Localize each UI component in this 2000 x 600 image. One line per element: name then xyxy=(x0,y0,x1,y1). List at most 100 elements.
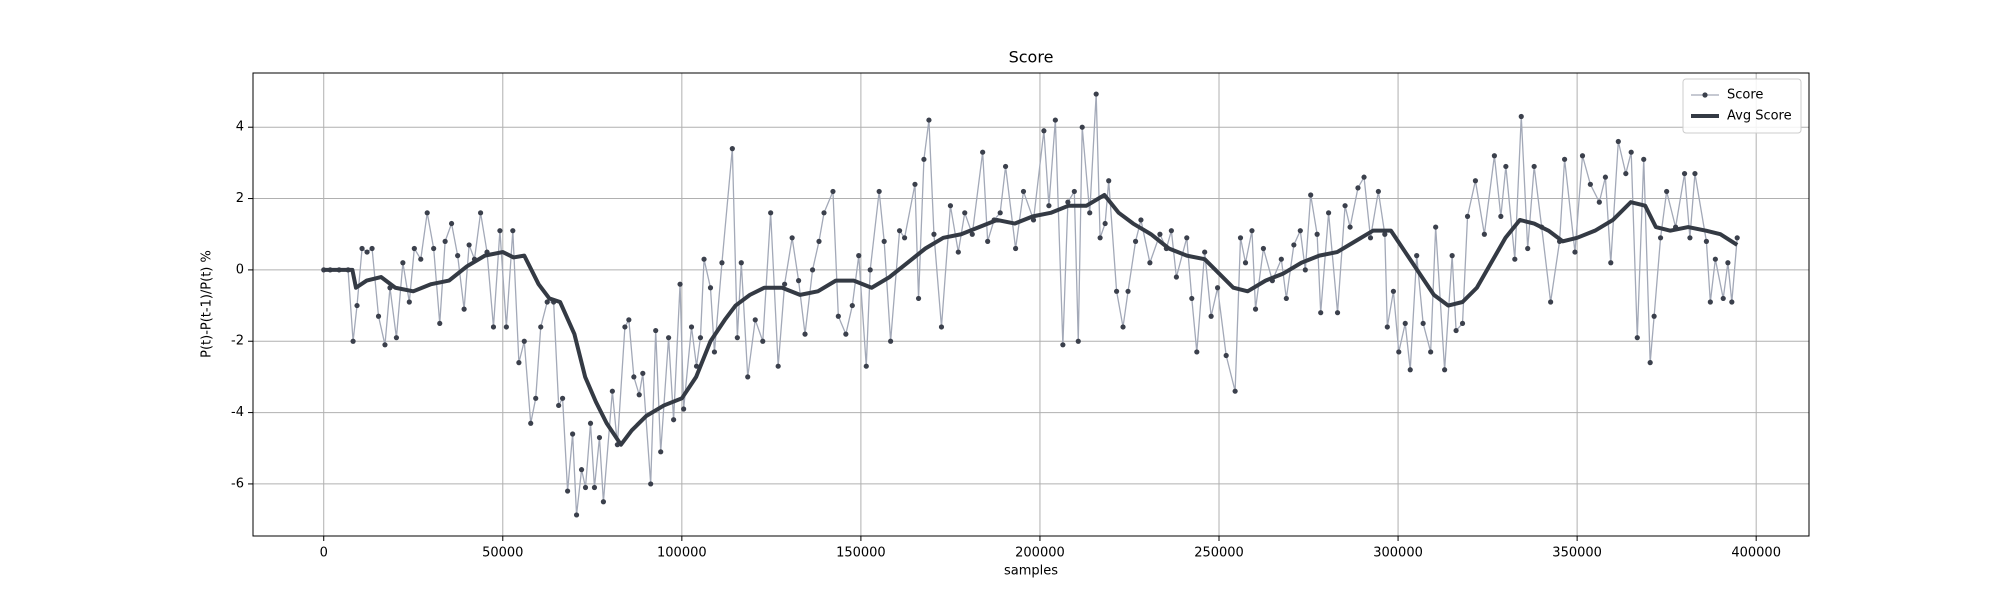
data-point xyxy=(1428,349,1434,355)
data-point xyxy=(1402,320,1408,327)
x-tick-label: 400000 xyxy=(1731,546,1781,561)
data-point xyxy=(1664,188,1670,195)
data-point xyxy=(375,313,382,319)
data-point xyxy=(516,360,522,366)
data-point xyxy=(830,188,836,195)
x-tick-label: 200000 xyxy=(1015,546,1065,561)
data-point xyxy=(1657,235,1664,241)
data-point xyxy=(1384,324,1390,330)
data-point xyxy=(1065,199,1071,205)
data-point xyxy=(350,338,356,344)
y-tick-label: 0 xyxy=(236,262,244,277)
data-point xyxy=(681,406,687,412)
x-tick-label: 350000 xyxy=(1552,546,1602,561)
data-point xyxy=(1147,260,1153,266)
data-point xyxy=(609,388,615,394)
data-point xyxy=(587,420,594,426)
data-point xyxy=(582,484,589,491)
data-point xyxy=(1046,203,1052,209)
y-tick-label: 4 xyxy=(236,120,244,135)
data-point xyxy=(1202,249,1208,255)
data-point xyxy=(544,299,550,305)
data-point xyxy=(677,281,683,287)
data-point xyxy=(1464,213,1471,219)
data-point xyxy=(1681,170,1688,177)
data-point xyxy=(1355,185,1361,191)
data-point xyxy=(461,306,467,312)
data-point xyxy=(752,317,758,323)
data-point xyxy=(1138,217,1144,223)
y-tick-label: -2 xyxy=(231,334,244,349)
data-point xyxy=(1189,295,1195,302)
data-point xyxy=(1407,367,1413,373)
legend-marker xyxy=(1702,92,1708,98)
data-point xyxy=(782,281,788,287)
data-point xyxy=(1093,91,1099,97)
data-point xyxy=(915,295,922,302)
data-point xyxy=(1390,288,1397,294)
data-point xyxy=(947,203,954,209)
data-point xyxy=(369,245,375,252)
data-point xyxy=(1720,295,1726,302)
data-point xyxy=(1132,238,1139,244)
data-point xyxy=(835,313,841,319)
data-point xyxy=(745,374,751,380)
data-point xyxy=(1208,313,1214,319)
data-point xyxy=(600,499,607,505)
data-point xyxy=(364,249,370,255)
data-point xyxy=(1498,213,1504,219)
data-point xyxy=(1572,249,1578,255)
data-point xyxy=(565,488,571,494)
y-axis-label: P(t)-P(t-1)/P(t) % xyxy=(200,250,215,358)
data-point xyxy=(867,267,873,273)
data-point xyxy=(1414,253,1420,259)
data-point xyxy=(881,238,887,244)
data-point xyxy=(816,238,822,244)
data-point xyxy=(1097,235,1103,241)
data-point xyxy=(658,449,664,455)
data-point xyxy=(795,278,802,284)
data-point xyxy=(418,256,424,262)
data-point xyxy=(1453,327,1459,334)
data-point xyxy=(437,320,443,327)
data-point xyxy=(411,245,417,252)
data-point xyxy=(1342,203,1348,209)
data-point xyxy=(1318,310,1324,316)
data-point xyxy=(985,238,991,244)
data-point xyxy=(1260,245,1267,252)
data-point xyxy=(901,235,908,241)
data-point xyxy=(1623,170,1629,177)
data-point xyxy=(1237,235,1244,241)
data-point xyxy=(1459,320,1466,327)
data-point xyxy=(1647,360,1653,366)
data-point xyxy=(1725,260,1731,266)
data-point xyxy=(1075,338,1081,344)
data-point xyxy=(1223,352,1229,359)
data-point xyxy=(1334,310,1341,316)
data-point xyxy=(466,242,472,248)
data-point xyxy=(876,188,882,195)
data-point xyxy=(1102,220,1108,227)
data-point xyxy=(1531,163,1537,170)
data-point xyxy=(626,317,632,323)
data-point xyxy=(1125,288,1131,294)
data-point xyxy=(1302,267,1308,273)
data-point xyxy=(1184,235,1190,241)
data-point xyxy=(697,335,704,341)
data-point xyxy=(1651,313,1657,319)
data-point xyxy=(1375,188,1381,195)
data-point xyxy=(1291,242,1297,248)
x-tick-label: 0 xyxy=(320,546,328,561)
data-point xyxy=(1641,156,1647,162)
data-point xyxy=(1120,324,1126,330)
data-point xyxy=(533,395,539,401)
data-point xyxy=(1587,181,1593,187)
data-point xyxy=(1491,153,1497,159)
data-point xyxy=(1361,174,1367,180)
data-point xyxy=(1420,320,1426,327)
data-point xyxy=(1596,199,1602,205)
data-point xyxy=(455,253,461,259)
data-point xyxy=(938,324,945,330)
plot-frame xyxy=(252,72,1810,537)
